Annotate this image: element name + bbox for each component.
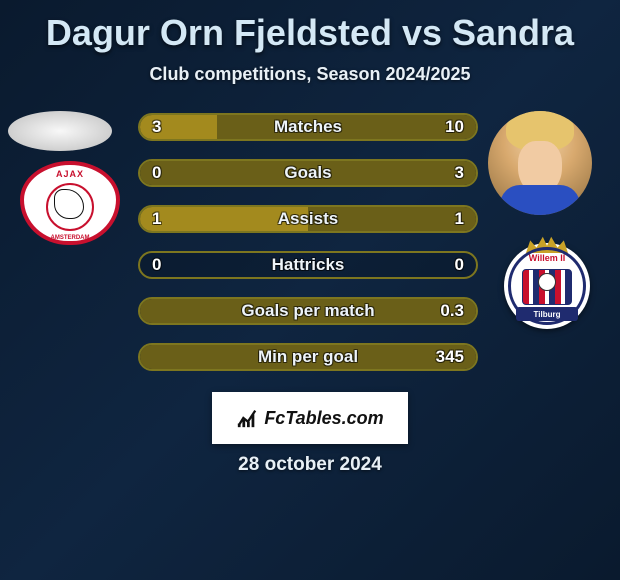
ajax-badge: AJAX AMSTERDAM: [20, 161, 120, 245]
stat-row: Goals per match0.3: [138, 297, 478, 325]
stat-row: 1Assists1: [138, 205, 478, 233]
player-photo-right: [488, 111, 592, 215]
stat-label: Matches: [192, 117, 424, 137]
stat-value-right: 10: [424, 117, 476, 137]
stat-value-right: 0: [424, 255, 476, 275]
club-logo-right: Willem II Tilburg: [504, 243, 604, 333]
stat-label: Min per goal: [192, 347, 424, 367]
footer-date: 28 october 2024: [0, 454, 620, 476]
stat-label: Goals per match: [192, 301, 424, 321]
stat-label: Goals: [192, 163, 424, 183]
ajax-sublabel: AMSTERDAM: [20, 235, 120, 241]
stat-row: 0Goals3: [138, 159, 478, 187]
footer-brand: FcTables.com: [212, 392, 408, 444]
willem-banner-label: Tilburg: [516, 307, 578, 321]
stat-value-right: 1: [424, 209, 476, 229]
stat-label: Assists: [192, 209, 424, 229]
page-subtitle: Club competitions, Season 2024/2025: [0, 64, 620, 85]
stat-row: 3Matches10: [138, 113, 478, 141]
stat-row: 0Hattricks0: [138, 251, 478, 279]
brand-text: FcTables.com: [264, 408, 383, 429]
ajax-label: AJAX: [20, 169, 120, 179]
stat-value-left: 0: [140, 163, 192, 183]
player-photo-left: [8, 111, 112, 151]
stat-value-right: 345: [424, 347, 476, 367]
stat-value-left: 0: [140, 255, 192, 275]
stat-value-left: 1: [140, 209, 192, 229]
stat-value-left: 3: [140, 117, 192, 137]
club-logo-left: AJAX AMSTERDAM: [20, 161, 120, 251]
chart-icon: [236, 407, 258, 429]
page-title: Dagur Orn Fjeldsted vs Sandra: [0, 0, 620, 54]
willem-badge: Willem II Tilburg: [504, 243, 590, 329]
stat-value-right: 0.3: [424, 301, 476, 321]
stat-value-right: 3: [424, 163, 476, 183]
stats-container: 3Matches100Goals31Assists10Hattricks0Goa…: [138, 113, 478, 389]
stat-label: Hattricks: [192, 255, 424, 275]
willem-top-label: Willem II: [504, 253, 590, 263]
stat-row: Min per goal345: [138, 343, 478, 371]
